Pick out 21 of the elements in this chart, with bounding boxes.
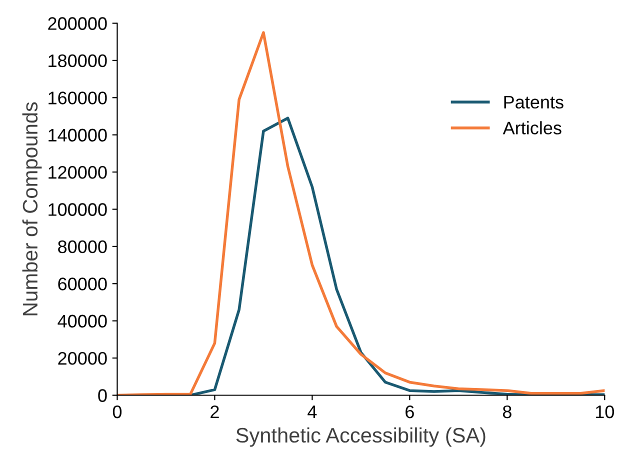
- y-tick-label: 200000: [48, 17, 107, 30]
- y-tick-label: 140000: [48, 128, 107, 142]
- y-tick-label: 80000: [58, 240, 107, 254]
- y-tick-label: 0: [98, 389, 107, 402]
- y-tick-label: 100000: [48, 203, 107, 216]
- x-axis-title: Synthetic Accessibility (SA): [236, 427, 486, 447]
- x-tick-label: 2: [210, 405, 219, 418]
- y-tick-label: 120000: [48, 166, 107, 179]
- y-tick-label: 60000: [58, 278, 107, 290]
- legend-label: Patents: [504, 96, 564, 109]
- y-tick-label: 20000: [58, 352, 107, 365]
- y-tick-label: 180000: [48, 54, 107, 68]
- x-tick-label: 8: [502, 405, 512, 418]
- x-tick-label: 10: [596, 405, 614, 418]
- legend-label: Articles: [502, 121, 562, 134]
- y-axis-title: Number of Compounds: [22, 102, 42, 316]
- x-tick-label: 6: [406, 405, 414, 418]
- y-tick-label: 160000: [48, 92, 107, 104]
- x-tick-label: 0: [112, 405, 122, 418]
- x-tick-label: 4: [308, 406, 317, 418]
- y-tick-label: 40000: [58, 314, 107, 328]
